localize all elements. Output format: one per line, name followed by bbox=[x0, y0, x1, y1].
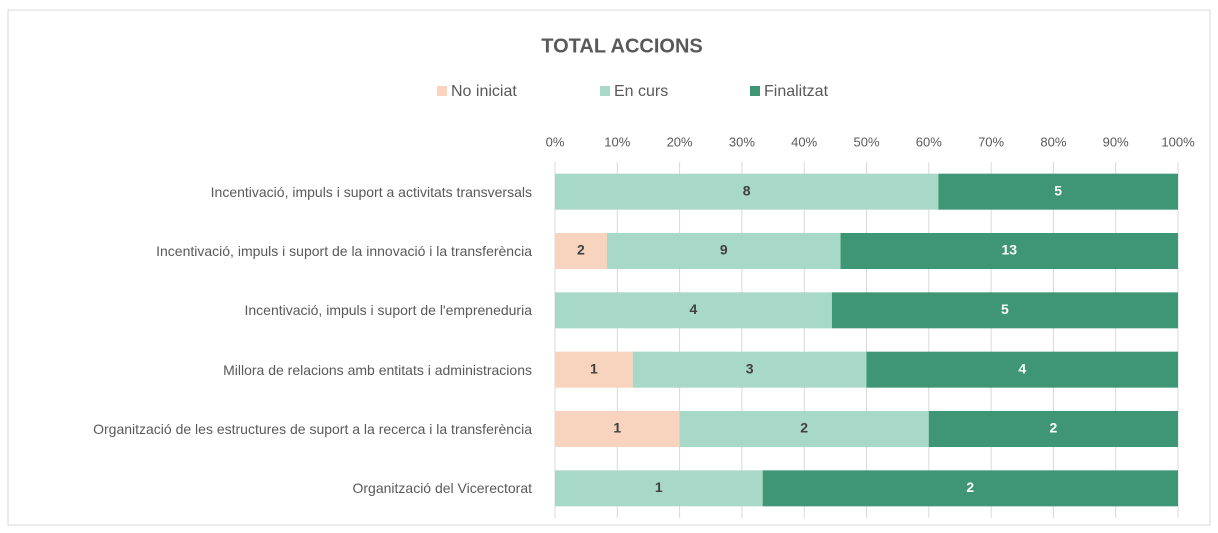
data-label: 3 bbox=[746, 360, 754, 376]
x-tick-label: 70% bbox=[978, 134, 1004, 149]
bar-segment bbox=[928, 411, 1178, 447]
x-tick-label: 100% bbox=[1161, 134, 1195, 149]
data-label: 13 bbox=[1001, 242, 1017, 258]
legend-swatch bbox=[600, 86, 610, 96]
bar-segment bbox=[679, 411, 929, 447]
data-label: 1 bbox=[613, 420, 621, 436]
data-label: 2 bbox=[800, 420, 808, 436]
y-tick-label: Organització de les estructures de supor… bbox=[93, 421, 532, 437]
bar-segment bbox=[555, 233, 607, 269]
bar-segment bbox=[555, 351, 633, 388]
x-tick-label: 80% bbox=[1040, 134, 1066, 149]
data-label: 2 bbox=[577, 242, 585, 258]
data-label: 5 bbox=[1001, 301, 1009, 317]
y-tick-label: Incentivació, impuls i suport de la inno… bbox=[156, 243, 532, 259]
bar-segment bbox=[762, 470, 1178, 507]
bar-segment bbox=[555, 292, 832, 329]
y-tick-label: Incentivació, impuls i suport a activita… bbox=[210, 183, 532, 200]
data-label: 2 bbox=[1050, 420, 1058, 436]
bar-segment bbox=[606, 233, 841, 269]
x-tick-label: 20% bbox=[667, 134, 693, 149]
bar-segment bbox=[632, 351, 867, 388]
x-tick-label: 0% bbox=[546, 134, 565, 149]
legend-swatch bbox=[437, 86, 447, 96]
bar-segment bbox=[840, 233, 1178, 269]
legend-swatch bbox=[750, 86, 760, 96]
y-tick-label: Millora de relacions amb entitats i admi… bbox=[223, 361, 532, 378]
data-label: 9 bbox=[720, 242, 728, 258]
x-tick-label: 10% bbox=[604, 134, 630, 149]
y-tick-label: Organització del Vicerectorat bbox=[352, 480, 533, 497]
x-tick-label: 30% bbox=[729, 134, 755, 149]
x-tick-label: 40% bbox=[791, 134, 817, 149]
bar-segment bbox=[938, 173, 1178, 210]
y-tick-label: Incentivació, impuls i suport de l'empre… bbox=[244, 302, 533, 319]
legend-label: En curs bbox=[614, 83, 668, 100]
legend-label: Finalitzat bbox=[764, 83, 829, 100]
legend-label: No iniciat bbox=[451, 83, 517, 100]
x-tick-label: 50% bbox=[853, 134, 879, 149]
chart-title: TOTAL ACCIONS bbox=[541, 35, 702, 57]
data-label: 1 bbox=[590, 360, 598, 376]
data-label: 2 bbox=[966, 479, 974, 495]
bar-segment bbox=[555, 470, 763, 507]
bar-segment bbox=[555, 411, 680, 447]
data-label: 1 bbox=[655, 479, 663, 495]
data-label: 4 bbox=[1018, 360, 1026, 376]
bar-segment bbox=[831, 292, 1178, 329]
data-label: 4 bbox=[690, 301, 698, 317]
x-tick-label: 90% bbox=[1103, 134, 1129, 149]
bar-segment bbox=[555, 173, 939, 210]
data-label: 5 bbox=[1054, 182, 1062, 198]
x-tick-label: 60% bbox=[916, 134, 942, 149]
bar-segment bbox=[866, 351, 1178, 388]
data-label: 8 bbox=[743, 182, 751, 198]
